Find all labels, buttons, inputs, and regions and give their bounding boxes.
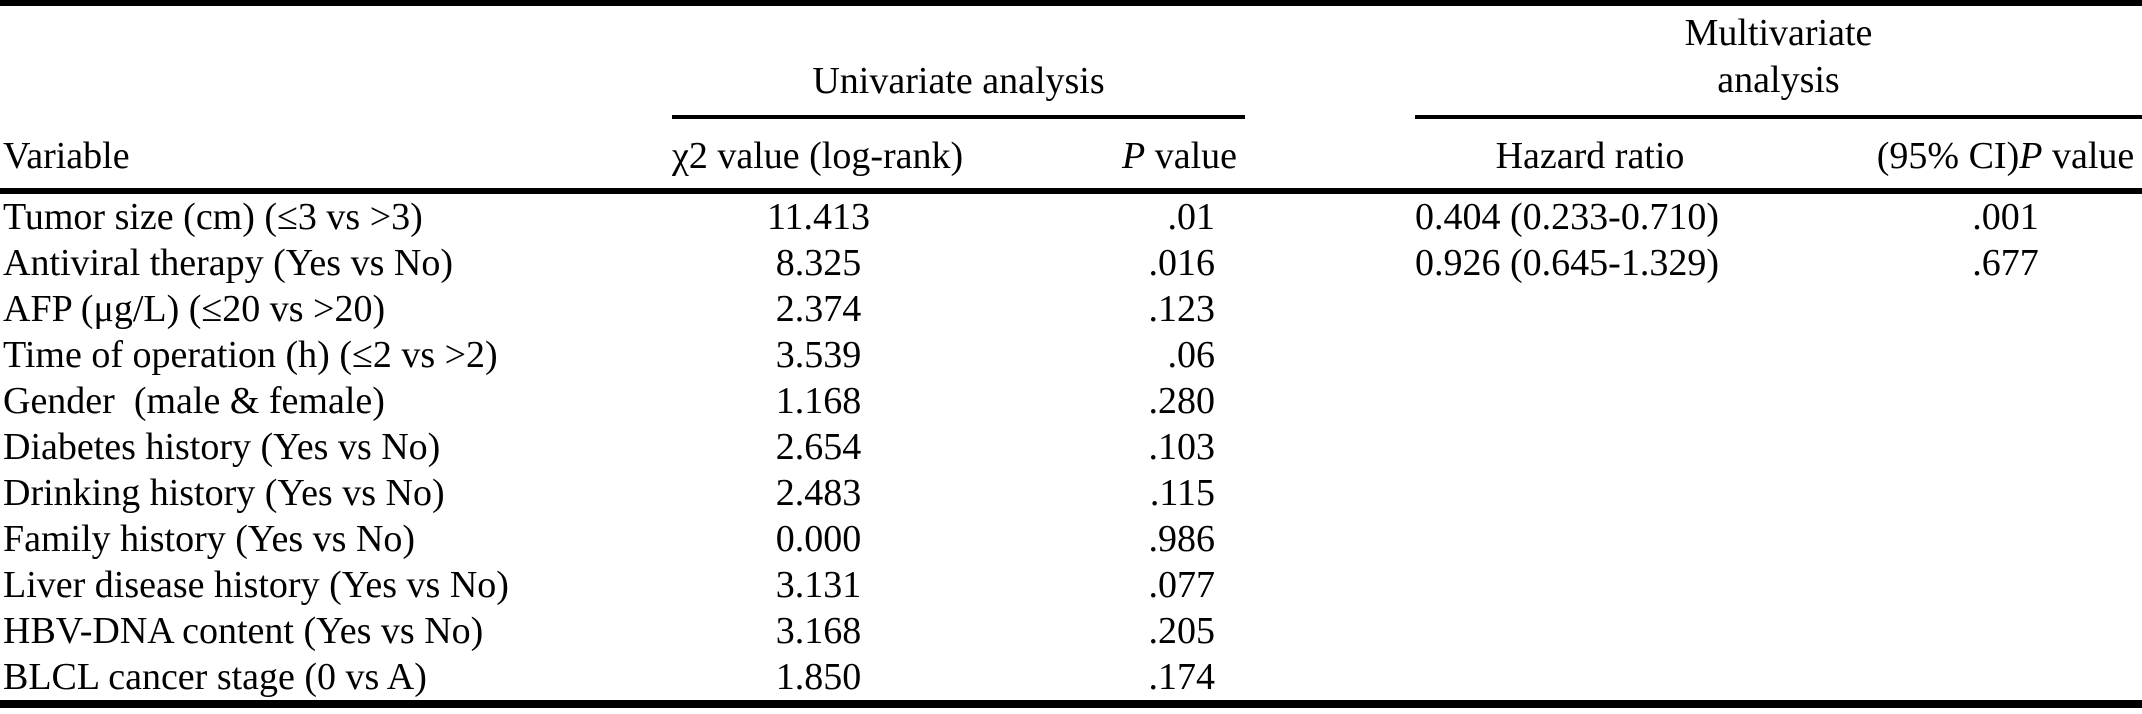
- cell-spacer: [1245, 654, 1416, 708]
- cell-pvalue: .06: [1167, 334, 1216, 376]
- cell-chi2: 3.539: [775, 334, 862, 376]
- col-header-variable: Variable: [0, 117, 672, 194]
- cell-chi2: 11.413: [766, 196, 871, 238]
- column-header-row: Variable χ2 value (log-rank) P value Haz…: [0, 117, 2142, 194]
- col-header-chi2: χ2 value (log-rank): [672, 117, 965, 194]
- cell-chi2: 1.168: [775, 380, 862, 422]
- ci-pvalue-rest: value: [2042, 135, 2135, 177]
- group-header-multivariate: Multivariate analysis: [1415, 3, 2142, 119]
- table-row: Drinking history (Yes vs No) 2.483 .115: [0, 470, 2142, 516]
- cell-spacer: [1245, 516, 1415, 562]
- cell-variable: Antiviral therapy (Yes vs No): [3, 242, 453, 284]
- cell-chi2: 2.654: [775, 426, 862, 468]
- cell-hazard-ratio: [1415, 654, 1766, 708]
- ci-prefix: (95% CI): [1876, 135, 2020, 177]
- cell-pvalue: .103: [1148, 426, 1216, 468]
- cell-pvalue: .280: [1148, 380, 1216, 422]
- cell-hazard-ratio: [1415, 286, 1765, 332]
- cell-variable: Family history (Yes vs No): [3, 518, 416, 560]
- table-row: Diabetes history (Yes vs No) 2.654 .103: [0, 424, 2142, 470]
- table-row: Liver disease history (Yes vs No) 3.131 …: [0, 562, 2142, 608]
- cell-multivariate-pvalue: [1765, 286, 2142, 332]
- cell-hazard-ratio: [1415, 608, 1765, 654]
- col-header-pvalue: P value: [965, 117, 1246, 194]
- table-row: AFP (μg/L) (≤20 vs >20) 2.374 .123: [0, 286, 2142, 332]
- cell-chi2: 0.000: [775, 518, 862, 560]
- cell-multivariate-pvalue: [1765, 332, 2142, 378]
- cell-hazard-ratio: 0.404 (0.233-0.710): [1415, 196, 1719, 238]
- cell-multivariate-pvalue: .001: [1972, 196, 2039, 238]
- table-row: HBV-DNA content (Yes vs No) 3.168 .205: [0, 608, 2142, 654]
- cell-chi2: 3.131: [775, 564, 862, 606]
- ci-pvalue-italic-p: P: [2019, 135, 2043, 177]
- cell-multivariate-pvalue: .677: [1972, 242, 2039, 284]
- col-header-ci-pvalue: (95% CI)P value: [1765, 117, 2142, 194]
- cell-multivariate-pvalue: [1765, 424, 2142, 470]
- cell-pvalue: .01: [1167, 196, 1216, 238]
- cell-hazard-ratio: [1415, 470, 1765, 516]
- group-header-spacer-left: [0, 3, 672, 117]
- cell-pvalue: .174: [965, 654, 1246, 708]
- cell-chi2: 2.374: [775, 288, 862, 330]
- cell-hazard-ratio: 0.926 (0.645-1.329): [1415, 242, 1719, 284]
- cell-variable: Time of operation (h) (≤2 vs >2): [3, 334, 498, 376]
- cell-hazard-ratio: [1415, 332, 1765, 378]
- cell-pvalue: .986: [1148, 518, 1216, 560]
- cell-pvalue: .123: [1148, 288, 1216, 330]
- cell-pvalue: .205: [1148, 610, 1216, 652]
- cell-chi2: 2.483: [775, 472, 862, 514]
- cell-hazard-ratio: [1415, 378, 1765, 424]
- group-header-row: Univariate analysis Multivariate analysi…: [0, 3, 2142, 119]
- col-header-hazard-ratio: Hazard ratio: [1415, 117, 1766, 194]
- cell-spacer: [1245, 240, 1415, 286]
- cell-variable: Gender (male & female): [3, 380, 385, 422]
- cell-multivariate-pvalue: [1765, 608, 2142, 654]
- cell-pvalue: .077: [1148, 564, 1216, 606]
- cell-variable: BLCL cancer stage (0 vs A): [0, 654, 672, 708]
- cell-spacer: [1245, 332, 1415, 378]
- table-row: Gender (male & female) 1.168 .280: [0, 378, 2142, 424]
- table-row: Time of operation (h) (≤2 vs >2) 3.539 .…: [0, 332, 2142, 378]
- cell-spacer: [1245, 191, 1415, 240]
- cell-spacer: [1245, 378, 1415, 424]
- group-header-spacer-mid: [1245, 3, 1415, 117]
- cell-multivariate-pvalue: [1765, 516, 2142, 562]
- cell-spacer: [1245, 608, 1415, 654]
- cell-multivariate-pvalue: [1765, 654, 2142, 708]
- cell-variable: Diabetes history (Yes vs No): [3, 426, 441, 468]
- cell-spacer: [1245, 424, 1415, 470]
- cell-hazard-ratio: [1415, 424, 1765, 470]
- cell-variable: Drinking history (Yes vs No): [3, 472, 445, 514]
- cell-variable: AFP (μg/L) (≤20 vs >20): [3, 288, 386, 330]
- cell-pvalue: .115: [1149, 472, 1216, 514]
- cell-variable: HBV-DNA content (Yes vs No): [3, 610, 484, 652]
- cell-multivariate-pvalue: [1765, 562, 2142, 608]
- table-row: BLCL cancer stage (0 vs A) 1.850 .174: [0, 654, 2142, 708]
- cell-variable: Tumor size (cm) (≤3 vs >3): [3, 196, 423, 238]
- cell-spacer: [1245, 562, 1415, 608]
- cell-spacer: [1245, 470, 1415, 516]
- cell-variable: Liver disease history (Yes vs No): [3, 564, 509, 606]
- table-row: Tumor size (cm) (≤3 vs >3) 11.413 .01 0.…: [0, 191, 2142, 240]
- cell-multivariate-pvalue: [1765, 470, 2142, 516]
- table-row: Antiviral therapy (Yes vs No) 8.325 .016…: [0, 240, 2142, 286]
- pvalue-italic-p: P: [1122, 135, 1146, 177]
- cell-chi2: 1.850: [672, 654, 965, 708]
- group-header-univariate: Univariate analysis: [672, 3, 1246, 119]
- cell-chi2: 8.325: [775, 242, 862, 284]
- cell-pvalue: .016: [1148, 242, 1216, 284]
- cell-multivariate-pvalue: [1765, 378, 2142, 424]
- table-row: Family history (Yes vs No) 0.000 .986: [0, 516, 2142, 562]
- col-header-spacer: [1245, 117, 1416, 194]
- cell-hazard-ratio: [1415, 516, 1765, 562]
- cell-chi2: 3.168: [775, 610, 862, 652]
- cell-spacer: [1245, 286, 1415, 332]
- cell-hazard-ratio: [1415, 562, 1765, 608]
- pvalue-rest: value: [1145, 135, 1238, 177]
